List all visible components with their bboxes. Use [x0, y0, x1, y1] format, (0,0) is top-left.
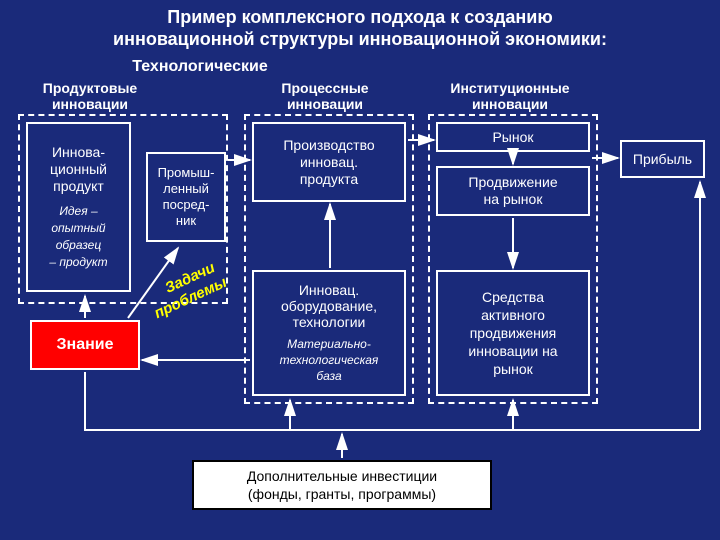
header-process: Процессные инновации — [255, 80, 395, 112]
intermediary-text: Промыш- ленный посред- ник — [158, 165, 215, 229]
box-market: Рынок — [436, 122, 590, 152]
means-text: Средства активного продвижения инновации… — [468, 288, 557, 378]
subtitle-text: Технологические — [132, 58, 267, 75]
knowledge-text: Знание — [57, 336, 114, 354]
subtitle-tech: Технологические — [100, 58, 300, 76]
header-institutional: Институционные инновации — [430, 80, 590, 112]
equipment-sub: Материально- технологическая база — [280, 336, 379, 384]
equipment-text: Инновац. оборудование, технологии — [281, 282, 377, 330]
box-profit: Прибыль — [620, 140, 705, 178]
header-product: Продуктовые инновации — [20, 80, 160, 112]
title-line1: Пример комплексного подхода к созданию — [167, 7, 552, 27]
box-knowledge: Знание — [30, 320, 140, 370]
profit-text: Прибыль — [633, 151, 692, 167]
box-investments: Дополнительные инвестиции (фонды, гранты… — [192, 460, 492, 510]
box-means: Средства активного продвижения инновации… — [436, 270, 590, 396]
investments-text: Дополнительные инвестиции (фонды, гранты… — [247, 467, 437, 503]
header-institutional-text: Институционные инновации — [450, 80, 569, 112]
box-equipment: Инновац. оборудование, технологии Матери… — [252, 270, 406, 396]
box-innov-product: Иннова- ционный продукт Идея – опытный о… — [26, 122, 131, 292]
production-text: Производство инновац. продукта — [283, 137, 374, 188]
header-process-text: Процессные инновации — [281, 80, 368, 112]
box-production: Производство инновац. продукта — [252, 122, 406, 202]
promotion-text: Продвижение на рынок — [468, 174, 557, 208]
box-intermediary: Промыш- ленный посред- ник — [146, 152, 226, 242]
innov-product-sub: Идея – опытный образец – продукт — [49, 203, 107, 271]
innov-product-text: Иннова- ционный продукт — [50, 144, 107, 195]
box-promotion: Продвижение на рынок — [436, 166, 590, 216]
header-product-text: Продуктовые инновации — [43, 80, 137, 112]
market-text: Рынок — [492, 129, 533, 145]
page-title: Пример комплексного подхода к созданию и… — [0, 6, 720, 50]
title-line2: инновационной структуры инновационной эк… — [113, 29, 607, 49]
